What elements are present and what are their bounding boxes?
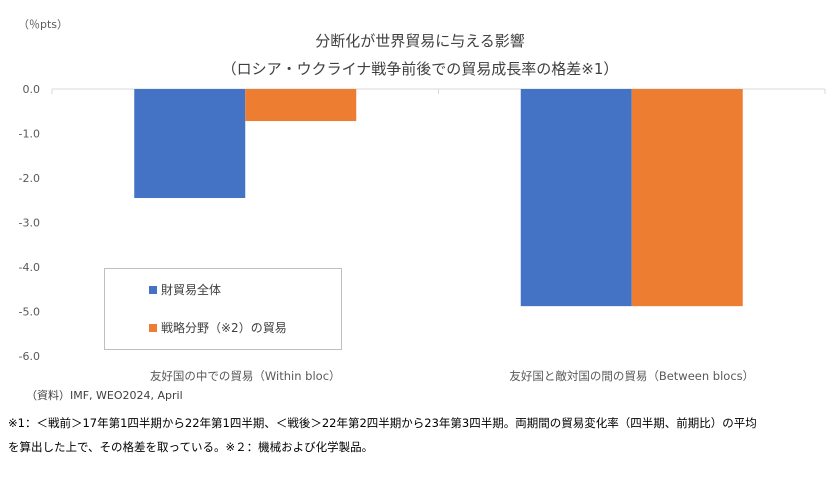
chart-subtitle: （ロシア・ウクライナ戦争前後での貿易成長率の格差※1）	[221, 60, 619, 78]
y-axis-unit-label: （％pts）	[18, 18, 69, 31]
bar	[631, 89, 743, 307]
legend-label-strategic: 戦略分野（※2）の貿易	[161, 321, 287, 335]
footnote-line-1: ※1：＜戦前＞17年第1四半期から22年第1四半期、＜戦後＞22年第2四半期から…	[8, 416, 757, 430]
source-note: （資料）IMF, WEO2024, April	[26, 389, 183, 402]
y-tick-label: -5.0	[19, 306, 40, 319]
x-category-label: 友好国と敵対国の間の貿易（Between blocs）	[509, 369, 754, 383]
y-tick-label: -2.0	[19, 172, 40, 185]
legend-swatch-strategic	[149, 323, 157, 332]
chart-title: 分断化が世界貿易に与える影響	[315, 32, 525, 50]
footnote-line-2: を算出した上で、その格差を取っている。※２：機械および化学製品。	[8, 440, 374, 454]
y-tick-label: -4.0	[19, 261, 40, 274]
legend-item-total: 財貿易全体	[149, 281, 221, 298]
y-tick-label: -3.0	[19, 217, 40, 230]
legend-label-total: 財貿易全体	[161, 283, 222, 297]
bar	[520, 89, 632, 307]
legend-swatch-total	[149, 285, 157, 294]
legend-item-strategic: 戦略分野（※2）の貿易	[149, 319, 287, 336]
y-tick-label: 0.0	[23, 83, 41, 96]
bar	[245, 89, 357, 122]
x-category-label: 友好国の中での貿易（Within bloc）	[150, 369, 341, 383]
y-tick-label: -1.0	[19, 128, 40, 141]
chart-legend: 財貿易全体 戦略分野（※2）の貿易	[104, 268, 342, 350]
bar	[134, 89, 246, 199]
y-tick-label: -6.0	[19, 350, 40, 363]
